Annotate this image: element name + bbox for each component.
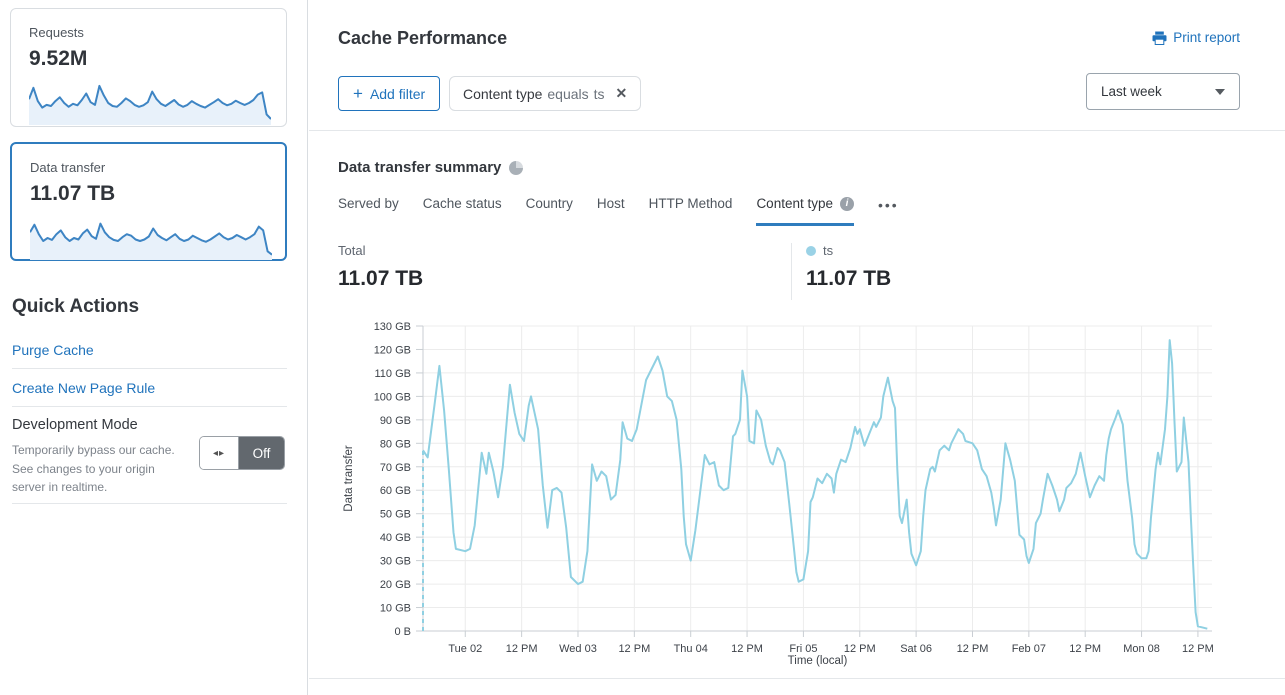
svg-text:40 GB: 40 GB (380, 532, 411, 544)
requests-sparkline (29, 84, 271, 125)
divider (12, 406, 287, 407)
total-value: 11.07 TB (338, 267, 424, 290)
svg-text:120 GB: 120 GB (374, 344, 411, 356)
filter-chip-field: Content type (463, 85, 543, 102)
ts-legend-dot-icon (806, 245, 816, 256)
svg-text:12 PM: 12 PM (731, 643, 763, 655)
line-chart-svg: 0 B 10 GB 20 GB 30 GB 40 GB 50 GB 60 GB 70 GB 80… (343, 321, 1214, 667)
development-mode-description: Temporarily bypass our cache. See change… (12, 443, 175, 495)
filter-chip-content-type: Content type equals ts ✕ (449, 76, 642, 111)
tab-content-type[interactable]: Content type i (756, 196, 854, 226)
print-report-label: Print report (1173, 30, 1240, 45)
svg-text:80 GB: 80 GB (380, 438, 411, 450)
svg-text:Fri 05: Fri 05 (789, 643, 817, 655)
printer-icon (1152, 31, 1167, 45)
svg-text:Mon 08: Mon 08 (1123, 643, 1160, 655)
svg-text:20 GB: 20 GB (380, 579, 411, 591)
more-tabs-button[interactable]: ••• (878, 197, 899, 213)
series-legend-block: ts 11.07 TB (806, 243, 891, 291)
svg-text:60 GB: 60 GB (380, 485, 411, 497)
divider (12, 368, 287, 369)
page-title: Cache Performance (338, 28, 508, 48)
divider (791, 243, 792, 300)
print-report-link[interactable]: Print report (1152, 30, 1240, 45)
data-transfer-chart: 0 B 10 GB 20 GB 30 GB 40 GB 50 GB 60 GB 70 GB 80… (338, 316, 1228, 673)
svg-text:Thu 04: Thu 04 (674, 643, 708, 655)
ts-legend-label: ts (823, 243, 834, 258)
svg-text:Time (local): Time (local) (788, 655, 848, 667)
summary-title: Data transfer summary (338, 159, 502, 176)
tab-cache-status[interactable]: Cache status (422, 196, 502, 211)
svg-text:12 PM: 12 PM (506, 643, 538, 655)
filter-chip-operator: equals (547, 85, 589, 102)
development-mode-toggle[interactable]: ◂▸ Off (199, 436, 285, 470)
tab-host[interactable]: Host (596, 196, 625, 211)
development-mode-label: Development Mode (12, 417, 138, 433)
total-label: Total (338, 243, 366, 258)
create-page-rule-link[interactable]: Create New Page Rule (12, 380, 156, 396)
data-transfer-card-value: 11.07 TB (30, 182, 116, 205)
toggle-state-label: Off (239, 437, 284, 469)
add-filter-button[interactable]: + Add filter (338, 76, 441, 111)
svg-text:Data transfer: Data transfer (343, 445, 355, 512)
svg-text:12 PM: 12 PM (957, 643, 989, 655)
total-block: Total 11.07 TB (338, 243, 423, 291)
requests-card-value: 9.52M (29, 47, 88, 70)
svg-text:Feb 07: Feb 07 (1012, 643, 1046, 655)
requests-metric-card[interactable]: Requests 9.52M (10, 8, 287, 127)
add-filter-label: Add filter (369, 85, 426, 102)
quick-actions-title: Quick Actions (12, 296, 140, 317)
svg-text:Wed 03: Wed 03 (559, 643, 597, 655)
divider (309, 678, 1285, 679)
svg-text:12 PM: 12 PM (1182, 643, 1214, 655)
loading-pie-icon (509, 160, 524, 175)
svg-text:90 GB: 90 GB (380, 415, 411, 427)
svg-text:30 GB: 30 GB (380, 556, 411, 568)
summary-title-row: Data transfer summary (338, 159, 524, 176)
filter-chip-value: ts (593, 85, 605, 102)
svg-text:70 GB: 70 GB (380, 462, 411, 474)
svg-text:12 PM: 12 PM (844, 643, 876, 655)
chevron-down-icon (1215, 88, 1225, 95)
data-transfer-card-label: Data transfer (30, 160, 106, 175)
main-panel: Cache Performance Print report + Add fil… (307, 0, 1285, 695)
svg-text:0 B: 0 B (394, 626, 411, 638)
svg-text:12 PM: 12 PM (618, 643, 650, 655)
tab-http-method[interactable]: HTTP Method (648, 196, 733, 211)
plus-icon: + (353, 84, 363, 103)
svg-text:100 GB: 100 GB (374, 391, 411, 403)
tab-served-by[interactable]: Served by (338, 196, 399, 211)
svg-text:110 GB: 110 GB (375, 368, 412, 380)
svg-text:Sat 06: Sat 06 (900, 643, 932, 655)
svg-text:10 GB: 10 GB (380, 603, 411, 615)
data-transfer-metric-card[interactable]: Data transfer 11.07 TB (10, 142, 287, 261)
requests-card-label: Requests (29, 25, 84, 40)
tab-country[interactable]: Country (525, 196, 573, 211)
sidebar: Requests 9.52M Data transfer 11.07 TB Qu… (0, 0, 307, 695)
svg-text:130 GB: 130 GB (374, 321, 411, 333)
time-range-value: Last week (1101, 84, 1162, 99)
filter-chip-close-icon[interactable]: ✕ (615, 85, 628, 101)
divider (309, 130, 1285, 131)
data-transfer-sparkline (30, 222, 272, 260)
ts-legend-value: 11.07 TB (806, 267, 892, 290)
toggle-arrows-icon: ◂▸ (200, 437, 239, 469)
purge-cache-link[interactable]: Purge Cache (12, 342, 94, 358)
time-range-select[interactable]: Last week (1086, 73, 1240, 110)
svg-text:12 PM: 12 PM (1069, 643, 1101, 655)
svg-text:Tue 02: Tue 02 (448, 643, 482, 655)
summary-tabs: Served by Cache status Country Host HTTP… (338, 196, 899, 226)
svg-text:50 GB: 50 GB (380, 509, 411, 521)
info-icon[interactable]: i (840, 196, 854, 211)
divider (12, 503, 287, 504)
